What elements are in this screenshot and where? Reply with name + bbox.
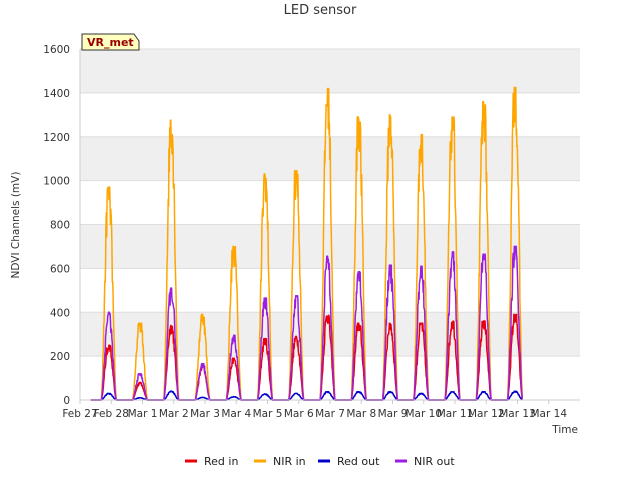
legend-item-nir-in: NIR in (254, 455, 306, 468)
x-tick-label: Mar 9 (378, 408, 408, 420)
y-tick-label: 1200 (43, 132, 70, 144)
y-tick-label: 1600 (43, 44, 70, 56)
x-tick-label: Mar 8 (346, 408, 376, 420)
band (80, 49, 580, 93)
x-tick-label: Mar 1 (128, 408, 158, 420)
legend-label: Red in (204, 455, 238, 468)
y-tick-label: 1400 (43, 88, 70, 100)
x-tick-label: Mar 2 (159, 408, 189, 420)
x-tick-label: Mar 3 (190, 408, 220, 420)
x-tick-label: Mar 7 (315, 408, 345, 420)
y-tick-label: 0 (63, 395, 70, 407)
y-tick-label: 1000 (43, 176, 70, 188)
legend-item-nir-out: NIR out (395, 455, 455, 468)
x-tick-label: Mar 10 (405, 408, 442, 420)
x-tick-label: Mar 14 (530, 408, 567, 420)
legend-label: NIR in (273, 455, 306, 468)
chart-title: LED sensor (284, 3, 357, 18)
y-tick-label: 600 (50, 263, 70, 275)
station-badge: VR_met (81, 33, 140, 51)
x-tick-label: Mar 11 (437, 408, 474, 420)
x-tick-label: Mar 5 (253, 408, 283, 420)
legend-item-red-in: Red in (185, 455, 238, 468)
x-tick-label: Mar 4 (221, 408, 251, 420)
x-axis-title: Time (551, 424, 578, 436)
y-axis-title: NDVI Channels (mV) (10, 172, 22, 279)
y-tick-labels: 0 200 400 600 800 1000 1200 1400 1600 (43, 44, 70, 407)
badge-label: VR_met (87, 36, 134, 49)
legend: Red in NIR in Red out NIR out (185, 455, 455, 468)
legend-item-red-out: Red out (318, 455, 380, 468)
x-tick-label: Mar 13 (499, 408, 536, 420)
legend-label: Red out (337, 455, 380, 468)
legend-label: NIR out (414, 455, 455, 468)
x-tick-label: Feb 27 (62, 408, 97, 420)
x-tick-label: Mar 6 (284, 408, 314, 420)
y-tick-label: 800 (50, 220, 70, 232)
x-tick-label: Mar 12 (468, 408, 505, 420)
band (80, 224, 580, 269)
y-tick-label: 200 (50, 351, 70, 363)
x-tick-label: Feb 28 (94, 408, 129, 420)
y-tick-label: 400 (50, 307, 70, 319)
